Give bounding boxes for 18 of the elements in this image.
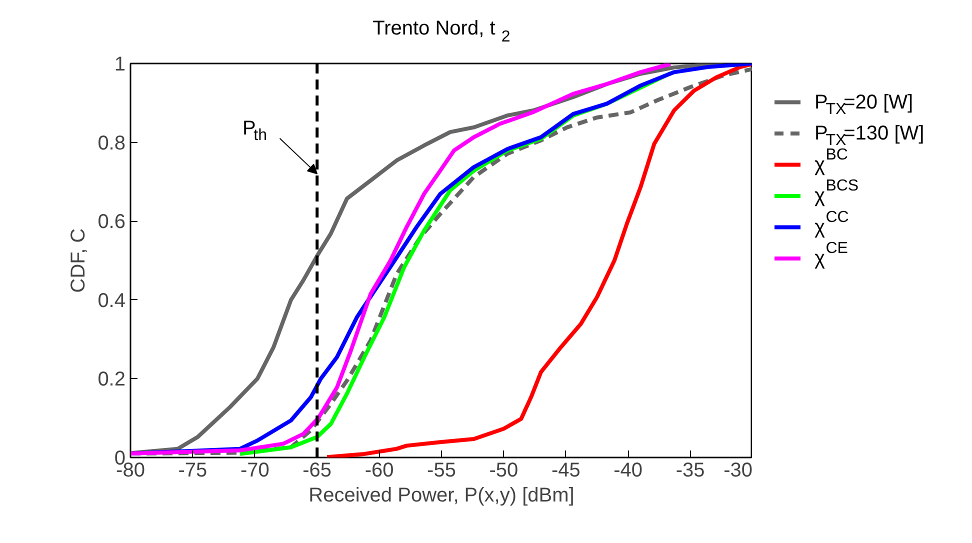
y-tick-label: 0.2 [98, 368, 126, 391]
x-tick-label: -70 [240, 460, 270, 482]
x-axis-title: Received Power, P(x,y) [dBm] [308, 484, 574, 506]
x-tick-label: -40 [614, 460, 643, 482]
y-tick-label: 0.8 [98, 132, 126, 154]
x-tick-label: -45 [551, 460, 580, 482]
x-tick-label: -35 [676, 460, 705, 482]
x-tick-label: -30 [724, 460, 752, 482]
x-tick-label: -55 [427, 460, 456, 482]
y-tick-label: 1 [114, 54, 126, 76]
line-series [325, 64, 752, 458]
y-tick-label: 0.4 [98, 290, 126, 312]
x-tick-label: -50 [489, 460, 518, 482]
x-tick-label: -65 [302, 460, 332, 482]
x-tick-label: -60 [364, 460, 394, 482]
y-tick-label: 0.6 [98, 211, 126, 234]
x-tick-label: -75 [178, 460, 208, 482]
y-axis-title: CDF, C [68, 228, 90, 293]
